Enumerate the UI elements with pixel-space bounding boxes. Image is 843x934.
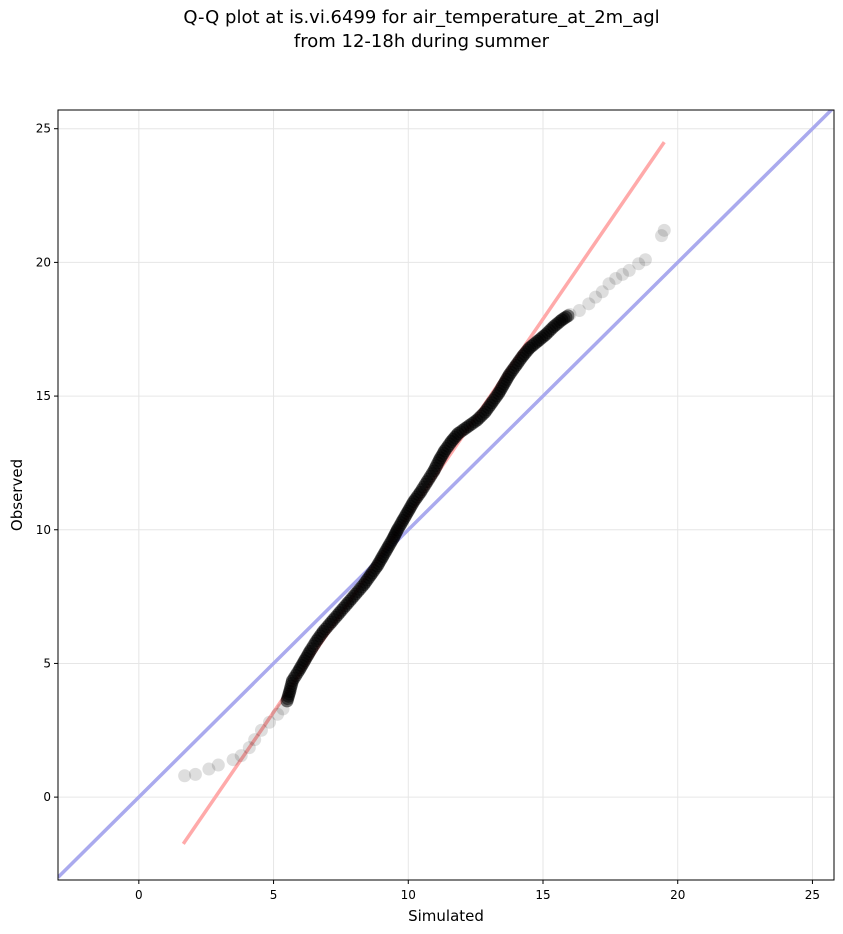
quantile-point: [211, 758, 225, 772]
plot-frame: [57, 109, 835, 881]
x-tick-label: 0: [135, 888, 143, 902]
quantile-point: [226, 753, 240, 767]
y-axis-label: Observed: [8, 459, 26, 531]
quantile-point: [271, 707, 285, 721]
quantile-point: [615, 267, 629, 281]
y-tick-label: 5: [43, 656, 51, 670]
quantile-point: [563, 308, 577, 322]
quantile-point: [234, 749, 248, 763]
quantile-point: [178, 769, 192, 783]
identity-line: [58, 110, 834, 879]
quantile-point: [242, 741, 256, 755]
quantile-point: [248, 733, 262, 747]
quantile-point: [595, 285, 609, 299]
quantile-point: [622, 263, 636, 277]
y-tick-label: 15: [36, 389, 51, 403]
y-tick-label: 25: [36, 122, 51, 136]
chart-title: Q-Q plot at is.vi.6499 for air_temperatu…: [183, 7, 660, 28]
y-tick-label: 20: [36, 255, 51, 269]
quantile-point: [561, 309, 575, 323]
quantile-point: [638, 253, 652, 267]
quantile-point: [254, 723, 268, 737]
x-axis-label: Simulated: [408, 907, 484, 925]
quantile-point: [263, 715, 277, 729]
quantile-point: [655, 229, 669, 243]
y-tick-label: 10: [36, 523, 51, 537]
x-tick-label: 25: [805, 888, 820, 902]
chart-subtitle: from 12-18h during summer: [293, 31, 550, 52]
quantile-point: [632, 257, 646, 271]
quantile-point: [602, 277, 616, 291]
quantile-point: [188, 767, 202, 781]
quantile-point: [202, 762, 216, 776]
quantile-point: [572, 304, 586, 318]
x-tick-label: 10: [401, 888, 416, 902]
quantile-point: [582, 297, 596, 311]
quantile-point: [657, 223, 671, 237]
quantile-point: [589, 290, 603, 304]
y-tick-label: 0: [43, 790, 51, 804]
x-tick-label: 5: [270, 888, 278, 902]
quantile-point: [609, 271, 623, 285]
x-tick-label: 20: [670, 888, 685, 902]
x-tick-label: 15: [535, 888, 550, 902]
